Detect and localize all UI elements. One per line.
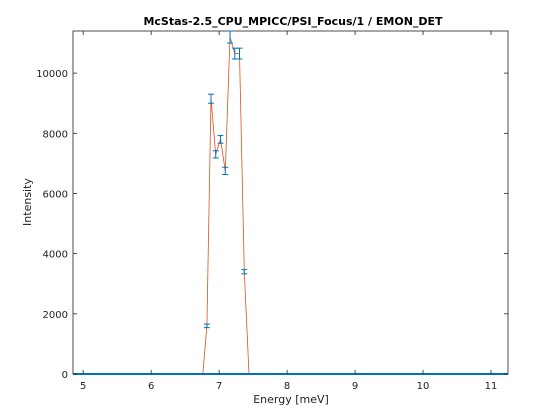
tick-layer: 5 6 7 8 9 10 11 0 2000 4000 6000 8000 10000	[36, 31, 508, 392]
y-tick-label: 8000	[43, 129, 68, 140]
y-tick-label: 2000	[43, 310, 68, 321]
error-bar	[217, 134, 224, 144]
x-tick-label: 5	[80, 381, 86, 392]
plot-area	[72, 30, 509, 375]
plot-layer	[73, 30, 508, 375]
x-tick-label: 8	[284, 381, 290, 392]
error-bar	[203, 323, 210, 329]
error-bar	[222, 166, 229, 176]
y-tick-label: 6000	[43, 189, 68, 200]
x-tick-label: 7	[216, 381, 222, 392]
y-tick-label: 10000	[36, 69, 68, 80]
error-bar	[241, 269, 248, 275]
y-tick-label: 4000	[43, 250, 68, 261]
x-tick-label: 10	[417, 381, 430, 392]
x-tick-label: 9	[352, 381, 358, 392]
error-bar	[236, 47, 243, 60]
x-axis-label: Energy [meV]	[253, 393, 329, 406]
error-bar	[207, 93, 214, 104]
x-tick-label: 11	[485, 381, 498, 392]
chart-title: McStas-2.5_CPU_MPICC/PSI_Focus/1 / EMON_…	[143, 15, 443, 28]
y-tick-label: 0	[62, 370, 68, 381]
x-tick-label: 6	[148, 381, 154, 392]
error-bar	[212, 150, 219, 159]
error-bar	[227, 30, 234, 44]
y-axis-label: Intensity	[21, 178, 34, 226]
